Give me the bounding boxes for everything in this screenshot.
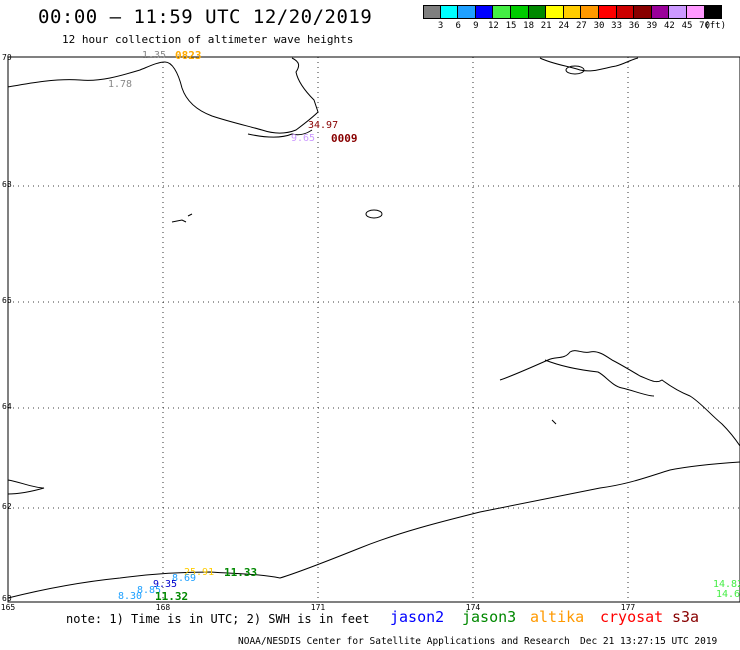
wave-height-label: 1.35 <box>142 50 167 61</box>
legend-swatch <box>458 5 476 19</box>
page-subtitle: 12 hour collection of altimeter wave hei… <box>62 33 354 46</box>
wave-height-label: 14.82 <box>713 579 740 590</box>
wave-height-label: 9.35 <box>153 579 178 590</box>
legend-swatch <box>493 5 511 19</box>
legend-label: 6 <box>455 21 461 31</box>
legend-swatch <box>598 5 617 19</box>
lat-label-66: 66 <box>2 296 12 305</box>
legend-label: 15 <box>505 21 517 31</box>
lon-label-168: 168 <box>155 603 171 612</box>
lon-label-171: 171 <box>310 603 326 612</box>
legend-label: 36 <box>628 21 640 31</box>
lat-label-64: 64 <box>2 402 12 411</box>
wave-height-label: 34.97 <box>308 120 339 131</box>
legend-label: 3 <box>437 21 444 31</box>
lat-label-70: 70 <box>2 53 12 62</box>
wave-height-label: 25.91 <box>184 567 215 578</box>
legend-swatch <box>528 5 547 19</box>
legend-swatch <box>616 5 635 19</box>
coastline <box>7 57 740 599</box>
footer-note: note: 1) Time is in UTC; 2) SWH is in fe… <box>66 612 370 626</box>
legend-label: 18 <box>523 21 535 31</box>
legend-color-bar <box>423 5 723 19</box>
satellite-jason3: jason3 <box>462 608 517 626</box>
legend-label: 70 <box>699 21 711 31</box>
wave-height-label: 0823 <box>175 49 202 62</box>
legend-labels: 3 6 9 12 15 18 21 24 27 30 33 36 39 42 45 70 (ft) <box>423 19 726 31</box>
graticule <box>8 57 740 602</box>
satellite-s3a: s3a <box>672 608 700 626</box>
wave-height-label: 11.32 <box>155 590 189 603</box>
wave-height-label: 8.69 <box>172 573 197 584</box>
legend-label: (ft) <box>704 21 726 31</box>
legend-label: 21 <box>540 21 552 31</box>
legend-swatch <box>669 5 687 19</box>
generated-timestamp: Dec 21 13:27:15 UTC 2019 <box>580 636 718 647</box>
legend-label: 27 <box>575 21 587 31</box>
wave-height-label: 14.64 <box>716 589 740 600</box>
legend-swatch <box>634 5 652 19</box>
wave-height-label: 9.65 <box>291 133 316 144</box>
legend-swatch <box>686 5 705 19</box>
satellite-cryosat: cryosat <box>600 608 664 626</box>
legend-label: 9 <box>473 21 479 31</box>
legend-label: 12 <box>487 21 499 31</box>
wave-height-label: 0009 <box>331 132 358 145</box>
wave-height-label: 8.30 <box>118 591 143 602</box>
legend-label: 42 <box>663 21 675 31</box>
wave-height-label: 1.78 <box>108 79 133 90</box>
map-frame <box>7 56 740 603</box>
legend-swatch <box>475 5 494 19</box>
page-title: 00:00 – 11:59 UTC 12/20/2019 <box>38 6 373 28</box>
lon-label-174: 174 <box>465 603 481 612</box>
satellite-altika: altika <box>530 608 585 626</box>
lat-label-60: 60 <box>2 594 12 603</box>
legend-label: 30 <box>593 21 605 31</box>
wave-height-label: 11.33 <box>224 566 258 579</box>
legend-label: 39 <box>646 21 658 31</box>
credit-text: NOAA/NESDIS Center for Satellite Applica… <box>238 636 570 647</box>
legend-swatch <box>440 5 459 19</box>
wave-height-legend: 3 6 9 12 15 18 21 24 27 30 33 36 39 42 45 70 (ft) <box>423 5 726 31</box>
legend-swatch <box>563 5 582 19</box>
legend-label: 24 <box>558 21 570 31</box>
wave-height-label: 8.85 <box>137 585 162 596</box>
legend-swatch <box>510 5 529 19</box>
legend-swatch <box>423 5 441 19</box>
legend-swatch <box>704 5 723 19</box>
lon-label-177: 177 <box>620 603 636 612</box>
legend-label: 45 <box>681 21 693 31</box>
legend-label: 33 <box>611 21 623 31</box>
legend-swatch <box>581 5 599 19</box>
lon-label-165: 165 <box>0 603 16 612</box>
satellite-jason2: jason2 <box>390 608 445 626</box>
lat-label-62: 62 <box>2 502 12 511</box>
lat-label-68: 68 <box>2 180 12 189</box>
legend-swatch <box>546 5 564 19</box>
legend-swatch <box>651 5 670 19</box>
